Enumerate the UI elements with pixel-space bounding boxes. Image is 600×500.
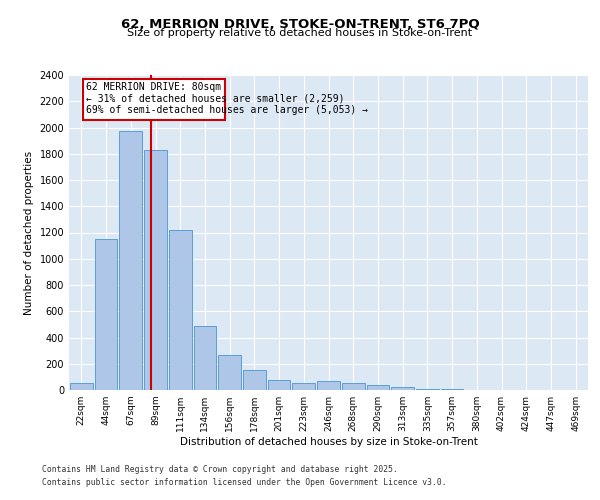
Bar bbox=[416, 388, 439, 390]
Text: Contains HM Land Registry data © Crown copyright and database right 2025.: Contains HM Land Registry data © Crown c… bbox=[42, 466, 398, 474]
Bar bbox=[342, 383, 365, 390]
Y-axis label: Number of detached properties: Number of detached properties bbox=[24, 150, 34, 314]
Bar bbox=[83, 79, 224, 120]
Bar bbox=[218, 354, 241, 390]
Bar bbox=[268, 380, 290, 390]
Bar bbox=[194, 326, 216, 390]
Bar bbox=[292, 384, 315, 390]
Bar bbox=[169, 230, 191, 390]
Bar bbox=[391, 388, 414, 390]
Text: 62, MERRION DRIVE, STOKE-ON-TRENT, ST6 7PQ: 62, MERRION DRIVE, STOKE-ON-TRENT, ST6 7… bbox=[121, 18, 479, 30]
X-axis label: Distribution of detached houses by size in Stoke-on-Trent: Distribution of detached houses by size … bbox=[179, 437, 478, 447]
Text: 69% of semi-detached houses are larger (5,053) →: 69% of semi-detached houses are larger (… bbox=[86, 105, 368, 115]
Text: 62 MERRION DRIVE: 80sqm: 62 MERRION DRIVE: 80sqm bbox=[86, 82, 221, 92]
Bar bbox=[367, 385, 389, 390]
Bar bbox=[119, 131, 142, 390]
Text: Contains public sector information licensed under the Open Government Licence v3: Contains public sector information licen… bbox=[42, 478, 446, 487]
Text: ← 31% of detached houses are smaller (2,259): ← 31% of detached houses are smaller (2,… bbox=[86, 94, 345, 104]
Bar bbox=[95, 239, 118, 390]
Bar bbox=[317, 381, 340, 390]
Bar bbox=[243, 370, 266, 390]
Bar bbox=[70, 384, 93, 390]
Bar bbox=[144, 150, 167, 390]
Text: Size of property relative to detached houses in Stoke-on-Trent: Size of property relative to detached ho… bbox=[127, 28, 473, 38]
